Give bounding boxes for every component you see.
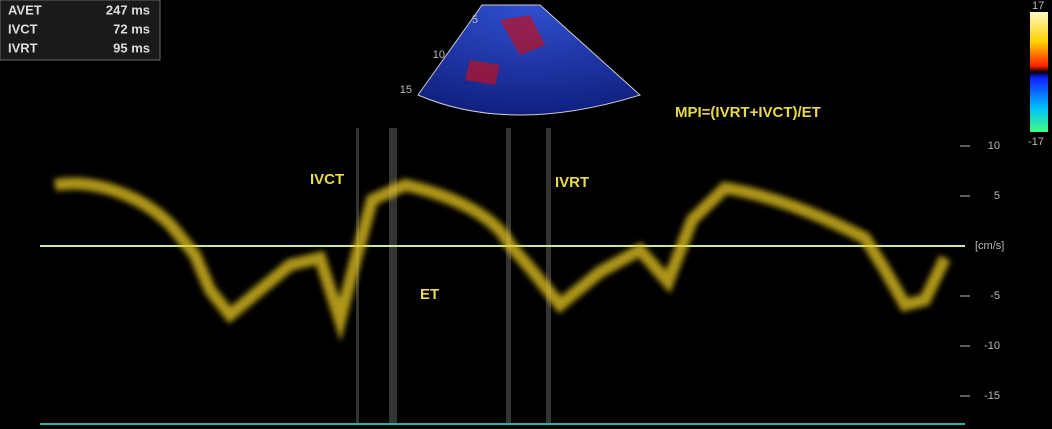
measurement-label: IVCT: [8, 21, 38, 36]
measurement-value: 247 ms: [106, 2, 150, 17]
ivrt-label: IVRT: [555, 174, 589, 191]
depth-label: 10: [433, 49, 445, 61]
measurement-label: AVET: [8, 2, 42, 17]
depth-label: 15: [400, 84, 412, 96]
color-max: 17: [1032, 0, 1044, 12]
ivct-label: IVCT: [310, 171, 344, 188]
color-bar: [1030, 12, 1048, 132]
et-label: ET: [420, 286, 439, 303]
scale-tick-label: -5: [990, 290, 1000, 302]
scale-tick-label: 5: [994, 190, 1000, 202]
mpi-formula: MPI=(IVRT+IVCT)/ET: [675, 104, 821, 121]
page: AVET 247 ms IVCT 72 ms IVRT 95 ms 5 10 15 17 -1…: [0, 0, 1052, 429]
velocity-unit: [cm/s]: [975, 240, 1004, 252]
scale-tick-label: -10: [984, 340, 1000, 352]
depth-label: 5: [472, 14, 478, 26]
measurement-label: IVRT: [8, 40, 38, 55]
color-min: -17: [1028, 136, 1044, 148]
ultrasound-screen: AVET 247 ms IVCT 72 ms IVRT 95 ms 5 10 15 17 -1…: [0, 0, 1052, 429]
measurement-value: 72 ms: [113, 21, 150, 36]
scale-tick-label: 10: [988, 140, 1000, 152]
measurement-value: 95 ms: [113, 40, 150, 55]
scale-tick-label: -15: [984, 390, 1000, 402]
